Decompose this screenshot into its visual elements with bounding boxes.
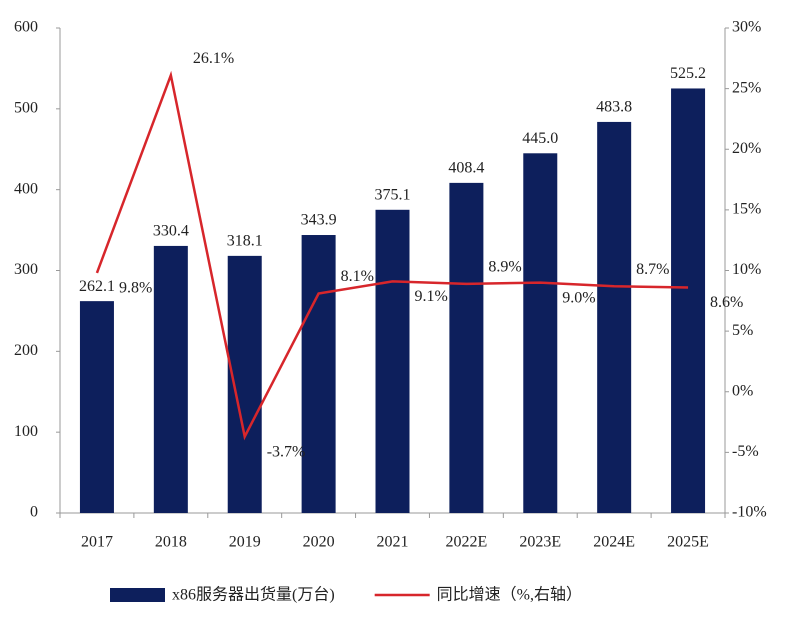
y-tick-label: 100 — [14, 423, 38, 440]
legend-label: x86服务器出货量(万台) — [172, 586, 335, 604]
line-value-label: 9.1% — [415, 288, 448, 305]
bar-value-label: 445.0 — [522, 130, 558, 147]
y-tick-label: 0 — [30, 504, 38, 521]
bar-value-label: 375.1 — [375, 186, 411, 203]
y-tick-label: 300 — [14, 261, 38, 278]
bar-value-label: 343.9 — [301, 212, 337, 229]
line-value-label: 26.1% — [193, 50, 234, 67]
bar-value-label: 318.1 — [227, 233, 263, 250]
x-tick-label: 2023E — [519, 534, 561, 551]
y2-tick-label: 0% — [732, 382, 753, 399]
y-tick-label: 500 — [14, 100, 38, 117]
line-value-label: 8.1% — [341, 268, 374, 285]
bar — [79, 301, 114, 513]
x-tick-label: 2020 — [303, 534, 335, 551]
bar-value-label: 525.2 — [670, 65, 706, 82]
y2-tick-label: 5% — [732, 322, 753, 339]
bar — [671, 88, 706, 514]
line-value-label: -3.7% — [267, 443, 306, 460]
bar — [449, 182, 484, 514]
y2-tick-label: 25% — [732, 79, 761, 96]
y-tick-label: 600 — [14, 19, 38, 36]
x-tick-label: 2019 — [229, 534, 261, 551]
line-value-label: 8.7% — [636, 261, 669, 278]
bar-value-label: 262.1 — [79, 278, 115, 295]
y2-tick-label: 15% — [732, 201, 761, 218]
bar-value-label: 330.4 — [153, 223, 189, 240]
x-tick-label: 2018 — [155, 534, 187, 551]
bar — [301, 235, 336, 513]
x-tick-label: 2017 — [81, 534, 113, 551]
line — [95, 70, 689, 441]
legend-swatch — [110, 588, 165, 602]
y2-tick-label: -10% — [732, 504, 767, 521]
y-tick-label: 200 — [14, 342, 38, 359]
bar-value-label: 483.8 — [596, 99, 632, 116]
x-tick-label: 2022E — [445, 534, 487, 551]
line-value-label: 9.8% — [119, 280, 152, 297]
y-tick-label: 400 — [14, 180, 38, 197]
line-value-label: 8.6% — [710, 294, 743, 311]
x-tick-label: 2021 — [377, 534, 409, 551]
line-value-label: 8.9% — [488, 259, 521, 276]
y2-tick-label: 20% — [732, 140, 761, 157]
line-value-label: 9.0% — [562, 289, 595, 306]
bar-value-label: 408.4 — [448, 160, 484, 177]
y2-tick-label: -5% — [732, 443, 759, 460]
x-tick-label: 2025E — [667, 534, 709, 551]
bar — [597, 121, 632, 513]
legend-label: 同比增速（%,右轴） — [437, 586, 582, 604]
bar — [523, 153, 558, 513]
x-tick-label: 2024E — [593, 534, 635, 551]
bar — [375, 209, 410, 513]
y2-tick-label: 30% — [732, 19, 761, 36]
bar — [153, 245, 188, 513]
y2-tick-label: 10% — [732, 261, 761, 278]
